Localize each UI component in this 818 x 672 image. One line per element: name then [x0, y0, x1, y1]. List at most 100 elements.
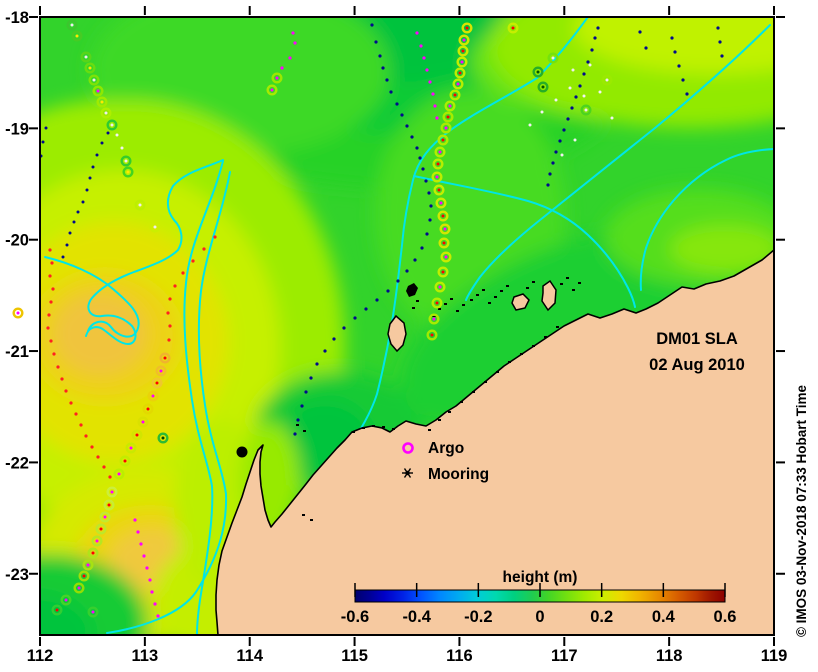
argo-float-marker: [66, 19, 78, 31]
argo-float-marker: [131, 429, 143, 441]
argo-float-marker: [119, 455, 131, 467]
argo-float-marker: [444, 100, 456, 112]
plot-frame: [39, 16, 775, 636]
argo-float-marker: [151, 377, 163, 389]
colorbar-ticks: -0.6 -0.4 -0.2 0 0.2 0.4 0.6: [341, 583, 737, 626]
y-tick-label: -23: [5, 566, 29, 584]
argo-float-marker: [266, 84, 278, 96]
y-tick-label: -20: [5, 232, 29, 250]
argo-float-marker: [95, 523, 107, 535]
x-tick-label: 119: [761, 647, 788, 665]
argo-float-marker: [438, 237, 450, 249]
argo-float-marker: [440, 122, 452, 134]
colorbar-tick-label: 0: [535, 608, 544, 626]
argo-float-marker: [80, 51, 92, 63]
x-tick-label: 112: [27, 647, 54, 665]
mainland-coastline: [215, 249, 774, 635]
colorbar-tick-label: -0.6: [341, 608, 369, 626]
argo-float-marker: [99, 511, 111, 523]
argo-float-marker: [431, 171, 443, 183]
barrow-island: [387, 314, 407, 353]
float-track-upperleft-navy: [39, 126, 110, 259]
argo-float-marker: [456, 56, 468, 68]
argo-marker-icon: [402, 442, 414, 454]
argo-float-marker: [437, 134, 449, 146]
argo-float-marker: [434, 281, 446, 293]
argo-float-marker: [567, 64, 579, 76]
argo-float-marker: [84, 62, 96, 74]
argo-float-marker: [51, 604, 63, 616]
argo-float-marker: [60, 594, 72, 606]
argo-float-marker: [449, 89, 461, 101]
colorbar-label: height (m): [503, 569, 578, 586]
y-tick-label: -21: [5, 343, 29, 361]
plot-title: DM01 SLA: [656, 330, 738, 348]
argo-float-marker: [532, 66, 544, 78]
argo-float-marker: [149, 221, 161, 233]
argo-float-marker: [125, 442, 137, 454]
argo-float-marker: [92, 85, 104, 97]
argo-float-marker: [537, 81, 549, 93]
mooring-marker-icon: [402, 468, 413, 478]
colorbar-tick-label: 0.6: [714, 608, 737, 626]
argo-float-marker: [431, 297, 443, 309]
x-tick-label: 115: [341, 647, 368, 665]
y-tick-label: -18: [5, 9, 29, 27]
argo-float-marker: [435, 197, 447, 209]
argo-float-marker: [134, 199, 146, 211]
argo-float-marker: [428, 313, 440, 325]
argo-float-marker: [580, 104, 592, 116]
argo-float-marker: [442, 111, 454, 123]
legend-argo-label: Argo: [428, 440, 464, 457]
float-track-white: [115, 63, 614, 157]
argo-float-marker: [601, 74, 613, 86]
legend: Argo Mooring: [402, 440, 489, 483]
y-tick-label: -19: [5, 120, 29, 138]
argo-float-marker: [122, 166, 134, 178]
argo-float-marker: [137, 416, 149, 428]
x-tick-label: 117: [551, 647, 578, 665]
argo-float-marker: [426, 329, 438, 341]
float-track-topright-blue: [546, 26, 724, 187]
argo-float-marker: [457, 45, 469, 57]
argo-float-marker: [100, 107, 112, 119]
argo-float-marker: [12, 307, 24, 319]
argo-float-marker: [88, 74, 100, 86]
float-track-center-blue: [293, 23, 433, 436]
argo-float-marker: [155, 365, 167, 377]
argo-float-marker: [271, 72, 283, 84]
float-track-top-magenta: [280, 31, 439, 120]
argo-float-marker: [71, 30, 83, 42]
argo-float-marker: [78, 570, 90, 582]
colorbar-tick-label: 0.2: [590, 608, 613, 626]
argo-float-marker: [432, 158, 444, 170]
x-tick-label: 118: [656, 647, 683, 665]
argo-float-marker: [439, 223, 451, 235]
colorbar-tick-label: 0.4: [652, 608, 676, 626]
float-track-midleft-red: [166, 235, 217, 342]
plot-date: 02 Aug 2010: [649, 356, 745, 374]
argo-float-marker: [113, 468, 125, 480]
argo-float-marker: [157, 432, 169, 444]
y-tick-label: -22: [5, 454, 29, 472]
argo-float-marker: [106, 486, 118, 498]
argo-float-marker: [103, 499, 115, 511]
argo-float-marker: [454, 67, 466, 79]
imos-watermark: © IMOS 03-Nov-2018 07:33 Hobart Time: [794, 384, 809, 637]
argo-float-marker: [437, 210, 449, 222]
argo-float-marker: [147, 390, 159, 402]
argo-float-marker: [437, 266, 449, 278]
argo-float-marker: [91, 535, 103, 547]
argo-float-marker: [452, 78, 464, 90]
dark-islet: [406, 283, 418, 297]
float-track-bottom-magenta: [133, 518, 160, 618]
archipelago-island-1: [511, 293, 530, 311]
argo-float-marker: [82, 559, 94, 571]
argo-float-marker: [547, 52, 559, 64]
argo-float-marker: [106, 119, 118, 131]
argo-float-marker: [96, 96, 108, 108]
argo-float-marker: [120, 155, 132, 167]
colorbar-tick-label: -0.4: [402, 608, 431, 626]
land-mass: [215, 249, 774, 635]
